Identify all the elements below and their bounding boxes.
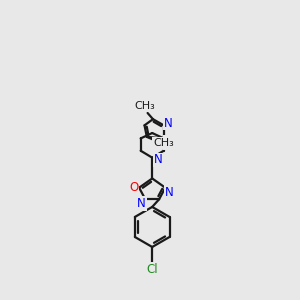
Text: O: O — [129, 181, 138, 194]
Text: N: N — [164, 116, 173, 130]
Text: CH₃: CH₃ — [153, 138, 174, 148]
Text: N: N — [154, 154, 163, 166]
Text: Cl: Cl — [146, 263, 158, 276]
Text: N: N — [137, 197, 146, 210]
Text: N: N — [164, 136, 173, 149]
Text: CH₃: CH₃ — [134, 101, 155, 111]
Text: N: N — [165, 186, 173, 199]
